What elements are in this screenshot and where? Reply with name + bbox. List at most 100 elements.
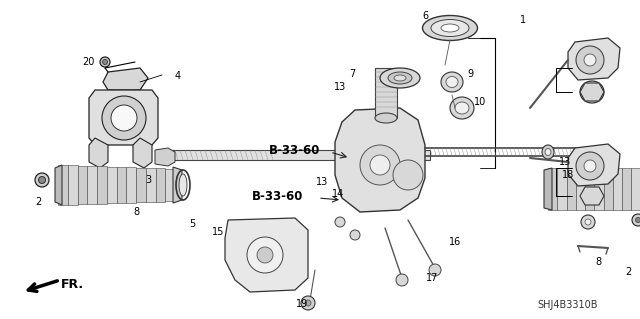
Circle shape <box>581 215 595 229</box>
Bar <box>136 168 146 202</box>
Text: 5: 5 <box>189 219 195 229</box>
Circle shape <box>301 296 315 310</box>
Text: FR.: FR. <box>60 278 84 291</box>
Polygon shape <box>89 90 158 145</box>
Bar <box>77 166 87 204</box>
Bar <box>155 150 430 160</box>
Circle shape <box>305 300 311 306</box>
Bar <box>97 166 107 204</box>
Bar <box>58 165 68 205</box>
Text: 13: 13 <box>559 157 571 167</box>
Ellipse shape <box>441 72 463 92</box>
Text: 6: 6 <box>422 11 428 21</box>
Circle shape <box>247 237 283 273</box>
Polygon shape <box>568 144 620 186</box>
Ellipse shape <box>542 145 554 159</box>
Text: 3: 3 <box>145 175 151 185</box>
Text: 9: 9 <box>467 69 473 79</box>
Circle shape <box>350 230 360 240</box>
Circle shape <box>257 247 273 263</box>
Polygon shape <box>103 68 148 90</box>
Bar <box>126 167 136 203</box>
Text: 13: 13 <box>316 177 328 187</box>
Circle shape <box>360 145 400 185</box>
Bar <box>107 167 116 203</box>
Circle shape <box>636 218 640 222</box>
Polygon shape <box>580 83 604 101</box>
Circle shape <box>576 152 604 180</box>
Text: 1: 1 <box>520 15 526 25</box>
Polygon shape <box>335 108 425 212</box>
Circle shape <box>584 54 596 66</box>
Bar <box>585 168 595 210</box>
Text: 8: 8 <box>133 207 139 217</box>
Circle shape <box>35 173 49 187</box>
Text: 13: 13 <box>334 82 346 92</box>
Circle shape <box>584 160 596 172</box>
Bar <box>632 168 640 210</box>
Bar <box>557 168 566 210</box>
Ellipse shape <box>388 72 412 84</box>
Text: 15: 15 <box>212 227 224 237</box>
Polygon shape <box>544 168 552 210</box>
Bar <box>576 168 585 210</box>
Bar <box>146 168 156 202</box>
Polygon shape <box>173 167 182 203</box>
Ellipse shape <box>375 113 397 123</box>
Circle shape <box>100 57 110 67</box>
Ellipse shape <box>446 77 458 87</box>
Ellipse shape <box>179 174 187 196</box>
Text: B-33-60: B-33-60 <box>252 189 304 203</box>
Circle shape <box>335 217 345 227</box>
Text: 14: 14 <box>332 189 344 199</box>
Bar <box>613 168 622 210</box>
Polygon shape <box>580 187 604 205</box>
Ellipse shape <box>580 81 604 103</box>
Bar <box>622 168 632 210</box>
Circle shape <box>38 176 45 183</box>
Text: 19: 19 <box>296 299 308 309</box>
Bar <box>68 165 77 205</box>
Ellipse shape <box>441 24 459 32</box>
Circle shape <box>632 214 640 226</box>
Text: 8: 8 <box>595 257 601 267</box>
Polygon shape <box>89 138 108 168</box>
Text: 2: 2 <box>625 267 631 277</box>
Circle shape <box>576 46 604 74</box>
Ellipse shape <box>102 96 146 140</box>
Ellipse shape <box>455 102 469 114</box>
Bar <box>156 168 165 202</box>
Polygon shape <box>225 218 308 292</box>
Bar <box>595 168 604 210</box>
Ellipse shape <box>380 68 420 88</box>
Text: 18: 18 <box>562 170 574 180</box>
Ellipse shape <box>111 105 137 131</box>
Circle shape <box>429 264 441 276</box>
Text: 4: 4 <box>175 71 181 81</box>
Bar <box>566 168 576 210</box>
Polygon shape <box>55 165 62 205</box>
Ellipse shape <box>545 149 551 155</box>
Ellipse shape <box>585 85 599 99</box>
Polygon shape <box>133 138 152 168</box>
Polygon shape <box>155 148 175 166</box>
Ellipse shape <box>450 97 474 119</box>
Ellipse shape <box>394 75 406 81</box>
Text: 7: 7 <box>349 69 355 79</box>
Circle shape <box>102 60 108 64</box>
Text: B-33-60: B-33-60 <box>269 144 321 157</box>
Text: 2: 2 <box>35 197 41 207</box>
Circle shape <box>396 274 408 286</box>
Text: 16: 16 <box>449 237 461 247</box>
Bar <box>548 168 557 210</box>
Ellipse shape <box>431 19 469 36</box>
Circle shape <box>370 155 390 175</box>
Circle shape <box>585 219 591 225</box>
Polygon shape <box>568 38 620 80</box>
Text: SHJ4B3310B: SHJ4B3310B <box>538 300 598 310</box>
Bar <box>116 167 126 203</box>
Bar <box>165 169 175 201</box>
Circle shape <box>393 160 423 190</box>
Ellipse shape <box>422 16 477 41</box>
Bar <box>604 168 613 210</box>
